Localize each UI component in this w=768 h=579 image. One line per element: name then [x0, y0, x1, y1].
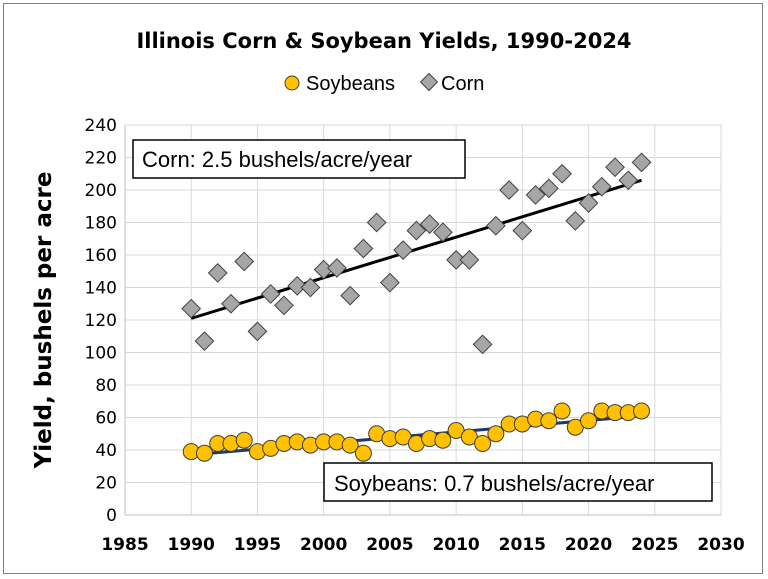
chart-title: Illinois Corn & Soybean Yields, 1990-202… [136, 29, 631, 53]
y-tick-label: 0 [106, 506, 117, 526]
y-tick-label: 20 [95, 474, 117, 494]
y-tick-label: 160 [85, 246, 117, 266]
corn-annotation: Corn: 2.5 bushels/acre/year [132, 139, 466, 179]
corn-point [260, 284, 281, 304]
legend-soybeans-label: Soybeans [306, 73, 395, 95]
corn-point [618, 170, 639, 191]
corn-point [538, 178, 559, 199]
corn-point [340, 285, 361, 306]
legend: Soybeans Corn [284, 72, 484, 95]
corn-point [472, 334, 493, 355]
legend-soybeans-marker [284, 75, 300, 91]
x-tick-label: 2020 [565, 535, 612, 555]
corn-point [552, 163, 572, 184]
y-tick-label: 200 [85, 181, 117, 201]
soybean-point [434, 431, 452, 449]
corn-point [432, 222, 453, 243]
soybean-point [341, 436, 359, 454]
corn-point [353, 238, 374, 259]
y-tick-label: 240 [85, 116, 117, 136]
corn-point [512, 220, 533, 241]
soybean-point [487, 425, 505, 443]
corn-point [459, 249, 480, 270]
corn-point [485, 215, 506, 236]
corn-point [194, 331, 215, 352]
corn-point [565, 210, 586, 231]
corn-point [300, 277, 321, 298]
corn-point [446, 249, 467, 270]
soybean-point [195, 444, 213, 462]
x-tick-label: 2015 [499, 535, 546, 555]
legend-corn-marker [419, 72, 439, 92]
soybean-annotation-box [323, 462, 713, 502]
corn-point [221, 293, 241, 314]
corn-point [181, 298, 202, 319]
x-tick-labels: 1985 1990 1995 2000 2005 2010 2015 2020 2025 2030 [101, 535, 744, 555]
soybean-annotation-text: Soybeans: 0.7 bushels/acre/year [334, 471, 654, 496]
corn-point [631, 152, 652, 173]
corn-point [234, 251, 255, 272]
axes [124, 125, 721, 516]
x-tick-label: 2030 [697, 535, 744, 555]
soybean-point [553, 402, 571, 420]
corn-point [287, 275, 308, 296]
soybean-point [633, 402, 651, 420]
soybean-point [235, 431, 253, 449]
corn-point [393, 240, 414, 261]
y-axis-label: Yield, bushels per acre [31, 172, 57, 470]
y-tick-label: 80 [95, 376, 117, 396]
y-tick-label: 40 [95, 441, 117, 461]
corn-point [578, 193, 599, 213]
corn-point [406, 220, 427, 241]
corn-point [605, 157, 625, 178]
corn-trendline [190, 178, 642, 320]
soybean-annotation: Soybeans: 0.7 bushels/acre/year [323, 462, 713, 502]
y-tick-label: 220 [85, 149, 117, 169]
soybean-point [474, 435, 492, 452]
soybean-point [540, 412, 558, 430]
corn-point [274, 295, 294, 316]
corn-point [327, 258, 347, 278]
y-tick-label: 100 [85, 344, 117, 364]
x-tick-label: 2025 [631, 535, 678, 555]
corn-point [591, 176, 612, 197]
corn-points [181, 152, 652, 355]
corn-point [366, 212, 387, 233]
soybean-point [354, 444, 372, 462]
corn-point [525, 184, 546, 205]
x-tick-label: 2000 [300, 535, 347, 555]
x-tick-label: 2010 [432, 535, 479, 555]
corn-point [207, 262, 228, 283]
soybean-points [182, 402, 651, 462]
corn-annotation-box [132, 139, 466, 179]
y-tick-label: 140 [85, 279, 117, 299]
corn-point [419, 214, 440, 235]
y-tick-label: 180 [85, 214, 117, 234]
corn-point [313, 259, 334, 280]
x-tick-label: 1990 [168, 535, 215, 555]
x-tick-label: 1995 [234, 535, 281, 555]
corn-point [379, 272, 400, 293]
corn-point [499, 180, 519, 200]
corn-point [247, 321, 268, 342]
y-tick-label: 60 [95, 409, 117, 429]
x-tick-label: 2005 [366, 535, 413, 555]
soybean-point [580, 412, 598, 430]
y-tick-labels: 0 20 40 60 80 100 120 140 160 180 200 220 240 [85, 116, 117, 526]
corn-annotation-text: Corn: 2.5 bushels/acre/year [142, 147, 412, 172]
legend-corn-label: Corn [441, 73, 484, 95]
y-tick-label: 120 [85, 311, 117, 331]
x-tick-label: 1985 [101, 535, 148, 555]
